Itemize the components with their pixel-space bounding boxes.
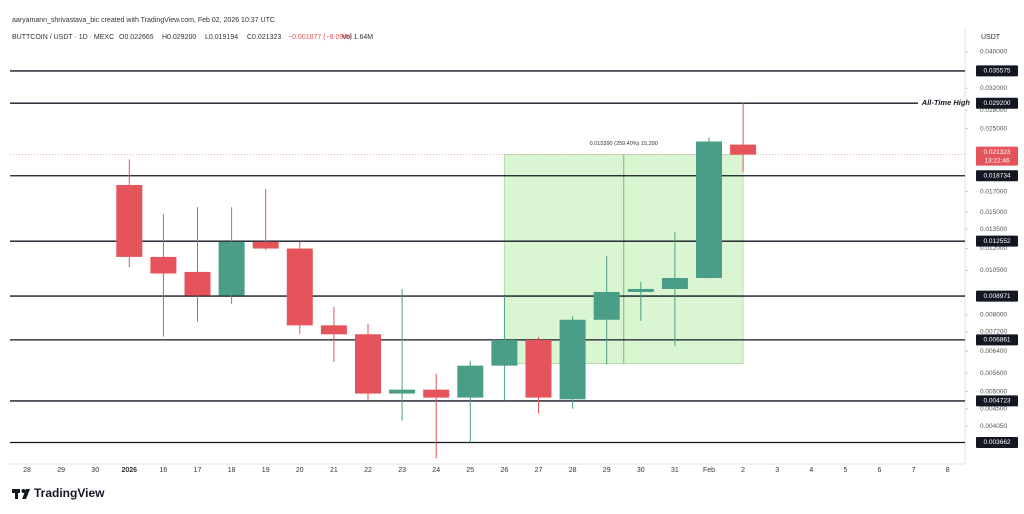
- y-tick-label: 0.005600: [980, 370, 1007, 377]
- level-box: [976, 290, 1018, 302]
- x-tick-label: 18: [228, 467, 236, 474]
- x-tick-label: 30: [91, 467, 99, 474]
- x-tick-label: 28: [569, 467, 577, 474]
- change: −0.001877 (−8.09%): [288, 34, 352, 41]
- candle-body: [355, 334, 381, 394]
- level-box: [976, 97, 1018, 109]
- x-tick-label: 24: [432, 467, 440, 474]
- candle-body: [150, 256, 177, 274]
- level-label: 0.008971: [983, 293, 1010, 300]
- byline: aaryamann_shrivastava_bic created with T…: [12, 17, 275, 24]
- candle-body: [627, 288, 654, 292]
- brand: TradingView: [34, 486, 105, 500]
- x-tick-label: 26: [501, 467, 509, 474]
- x-tick-label: 28: [23, 467, 31, 474]
- ohlc-open: O0.022665: [119, 34, 154, 41]
- x-tick-label: 22: [364, 467, 372, 474]
- x-tick-label: 2: [741, 467, 745, 474]
- y-tick-label: 0.007200: [980, 329, 1007, 336]
- y-tick-label: 0.013500: [980, 226, 1007, 233]
- y-tick-label: 0.006400: [980, 348, 1007, 355]
- x-tick-label: Feb: [703, 467, 715, 474]
- x-tick-label: 29: [57, 467, 65, 474]
- x-tick-label: 27: [535, 467, 543, 474]
- y-tick-label: 0.005000: [980, 388, 1007, 395]
- logo: [12, 489, 30, 499]
- y-tick-label: 0.008000: [980, 312, 1007, 319]
- x-tick-label: 4: [809, 467, 813, 474]
- volume: Vol 1.64M: [342, 34, 373, 41]
- candle-body: [730, 144, 757, 155]
- level-box: [976, 235, 1018, 247]
- ohlc-high: H0.029200: [162, 34, 196, 41]
- level-label: 0.018734: [983, 172, 1010, 179]
- candle-body: [116, 185, 143, 257]
- candle-body: [423, 389, 450, 398]
- candle-body: [252, 241, 279, 249]
- candle-body: [286, 248, 313, 326]
- x-tick-label: 19: [262, 467, 270, 474]
- y-tick-label: 0.017000: [980, 188, 1007, 195]
- currency: USDT: [981, 34, 1001, 41]
- candle-body: [218, 241, 245, 296]
- y-tick-label: 0.040000: [980, 48, 1007, 55]
- x-tick-label: 7: [912, 467, 916, 474]
- candle-body: [593, 291, 620, 320]
- ohlc-low: L0.019194: [205, 34, 238, 41]
- x-tick-label: 30: [637, 467, 645, 474]
- candle-body: [184, 271, 211, 296]
- x-tick-label: 29: [603, 467, 611, 474]
- x-tick-label: 2026: [122, 467, 138, 474]
- level-label: 0.012552: [983, 238, 1010, 245]
- y-tick-label: 0.012000: [980, 245, 1007, 252]
- countdown: 13:22:46: [984, 157, 1010, 164]
- x-tick-label: 3: [775, 467, 779, 474]
- x-tick-label: 20: [296, 467, 304, 474]
- candle-body: [661, 277, 688, 289]
- level-box: [976, 334, 1018, 346]
- level-box: [976, 395, 1018, 407]
- last-price-label: 0.021323: [983, 149, 1010, 156]
- x-tick-label: 17: [194, 467, 202, 474]
- level-box: [976, 65, 1018, 77]
- x-tick-label: 16: [160, 467, 168, 474]
- x-tick-label: 5: [843, 467, 847, 474]
- symbol: BUTTCOIN / USDT · 1D · MEXC: [12, 34, 114, 41]
- level-label: 0.003662: [983, 439, 1010, 446]
- level-box: [976, 436, 1018, 448]
- candle-body: [320, 325, 347, 335]
- x-tick-label: 23: [398, 467, 406, 474]
- candle-body: [696, 141, 722, 278]
- candle-body: [457, 365, 484, 398]
- level-label: 0.006861: [983, 337, 1010, 344]
- x-tick-label: 31: [671, 467, 679, 474]
- y-tick-label: 0.004050: [980, 423, 1007, 430]
- level-label: 0.035575: [983, 68, 1010, 75]
- y-tick-label: 0.004500: [980, 406, 1007, 413]
- x-tick-label: 8: [946, 467, 950, 474]
- level-label: 0.004723: [983, 398, 1010, 405]
- last-price-box: [976, 146, 1018, 166]
- level-label: 0.029200: [983, 100, 1010, 107]
- y-tick-label: 0.025000: [980, 125, 1007, 132]
- candle-body: [525, 339, 552, 398]
- annotation: All-Time High: [921, 98, 971, 107]
- y-tick-label: 0.010500: [980, 267, 1007, 274]
- x-tick-label: 25: [466, 467, 474, 474]
- y-tick-label: 0.032000: [980, 85, 1007, 92]
- level-box: [976, 170, 1018, 182]
- y-tick-label: 0.015000: [980, 209, 1007, 216]
- ohlc-close: C0.021323: [247, 34, 281, 41]
- x-tick-label: 6: [878, 467, 882, 474]
- y-tick-label: 0.028000: [980, 107, 1007, 114]
- measure-label: 0.015390 (259.40%) 15,390: [590, 141, 658, 147]
- candle-body: [389, 389, 416, 394]
- candle-body: [559, 319, 586, 400]
- x-tick-label: 21: [330, 467, 338, 474]
- annotation-bg: [918, 97, 970, 110]
- candle-body: [491, 339, 518, 366]
